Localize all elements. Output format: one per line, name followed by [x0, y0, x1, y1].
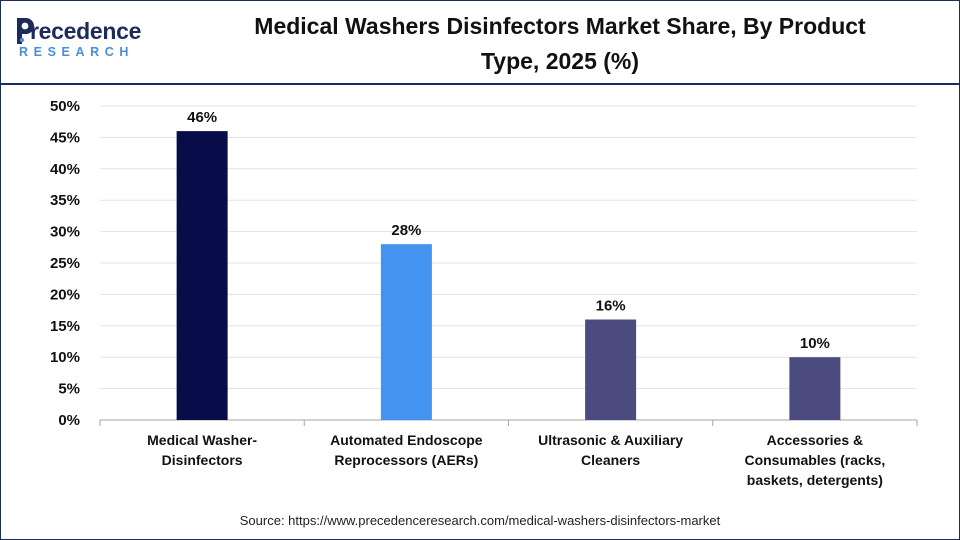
x-category-label-line: Cleaners [581, 452, 640, 468]
x-category-label-line: Disinfectors [162, 452, 243, 468]
source-note: Source: https://www.precedenceresearch.c… [239, 513, 721, 528]
chart-title: Medical Washers Disinfectors Market Shar… [200, 9, 920, 79]
y-tick-label: 10% [50, 349, 80, 366]
bar [789, 357, 841, 420]
x-category-label-line: Ultrasonic & Auxiliary [538, 432, 683, 448]
y-tick-label: 30% [50, 224, 80, 241]
x-category-label-line: baskets, detergents) [747, 472, 883, 488]
x-category-label: Automated Endoscope Reprocessors (AERs) [330, 432, 483, 468]
y-tick-label: 15% [50, 318, 80, 335]
bar [585, 319, 637, 420]
logo-p-mark-icon [17, 18, 34, 44]
logo-wordmark: recedence [30, 18, 142, 44]
y-tick-label: 45% [50, 129, 80, 146]
bar [176, 131, 228, 420]
x-category-label-line: Medical Washer- [147, 432, 257, 448]
y-tick-label: 40% [50, 161, 80, 178]
x-category-label: Medical Washer- Disinfectors [147, 432, 257, 468]
logo-subtitle: RESEARCH [19, 45, 134, 59]
x-category-label-line: Reprocessors (AERs) [334, 452, 478, 468]
y-tick-label: 0% [58, 412, 80, 429]
y-tick-label: 35% [50, 192, 80, 209]
y-tick-label: 20% [50, 286, 80, 303]
bar-value-label: 46% [187, 109, 217, 126]
bar-chart: 0% 5% 10% 15% 20% 25% 30% 35% 40% 45% 50% 46% Medica… [50, 98, 918, 488]
x-category-label: Accessories & Consumables (racks, baskets,… [744, 432, 885, 488]
title-divider [0, 83, 960, 85]
x-category-label: Ultrasonic & Auxiliary Cleaners [538, 432, 683, 468]
x-category-label-line: Automated Endoscope [330, 432, 483, 448]
brand-logo: recedence RESEARCH [14, 18, 164, 62]
y-tick-label: 25% [50, 255, 80, 272]
x-category-label-line: Consumables (racks, [744, 452, 885, 468]
bar-value-label: 16% [596, 298, 626, 315]
bar-value-label: 10% [800, 335, 830, 352]
chart-title-line-1: Medical Washers Disinfectors Market Shar… [254, 13, 866, 39]
bar [380, 244, 432, 420]
x-category-label-line: Accessories & [767, 432, 864, 448]
y-tick-label: 5% [58, 381, 80, 398]
chart-title-line-2: Type, 2025 (%) [480, 48, 640, 74]
y-tick-label: 50% [50, 98, 80, 115]
bar-value-label: 28% [391, 222, 421, 239]
